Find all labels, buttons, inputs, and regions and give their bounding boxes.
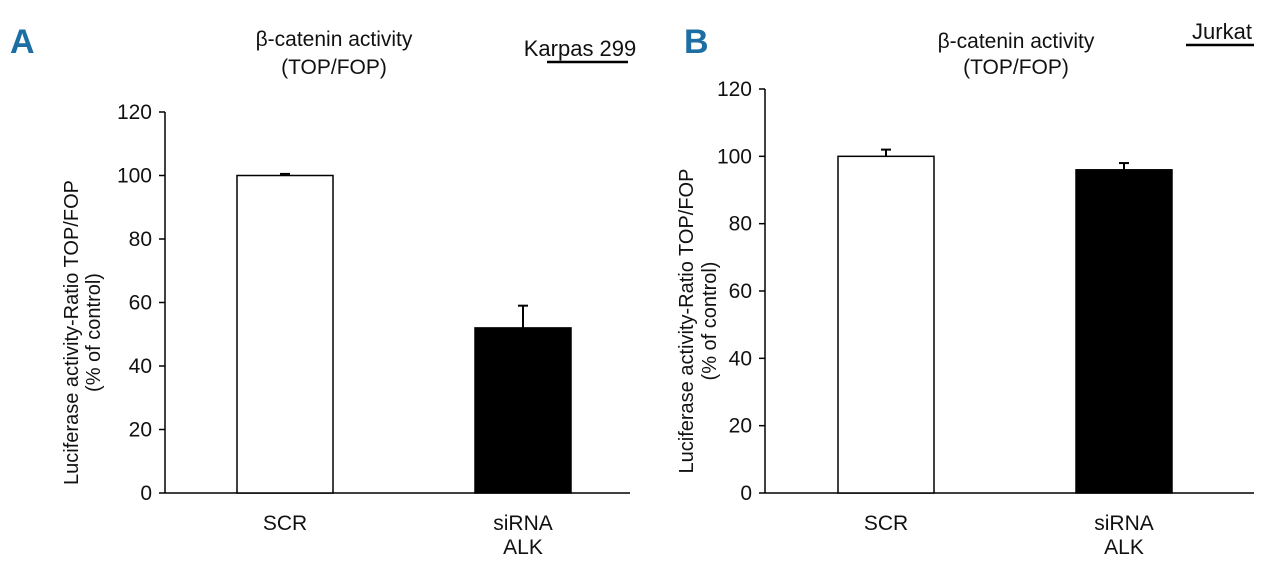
y-axis-label: (% of control) [83, 273, 105, 392]
y-tick-label: 40 [729, 347, 752, 370]
bar [1075, 169, 1173, 494]
chart-title: (TOP/FOP) [963, 56, 1069, 79]
category-label: ALK [1104, 536, 1144, 559]
chart-title: β-catenin activity [938, 30, 1095, 53]
cell-line-label: Jurkat [1192, 19, 1252, 44]
y-tick-label: 60 [129, 292, 152, 315]
category-label: SCR [263, 512, 307, 535]
y-tick-label: 0 [140, 482, 152, 505]
y-tick-label: 100 [117, 165, 152, 188]
y-tick-label: 40 [129, 355, 152, 378]
chart-title: β-catenin activity [256, 28, 413, 51]
y-tick-label: 20 [729, 415, 752, 438]
bar [474, 327, 572, 494]
panel-letter: A [10, 23, 35, 61]
y-tick-label: 120 [717, 78, 752, 101]
bar [837, 155, 935, 494]
category-label: SCR [864, 512, 908, 535]
y-tick-label: 0 [740, 482, 752, 505]
y-tick-label: 120 [117, 101, 152, 124]
category-label: ALK [503, 536, 543, 559]
bar [236, 174, 334, 494]
category-label: siRNA [1094, 512, 1154, 535]
cell-line-label: Karpas 299 [524, 36, 637, 61]
y-tick-label: 60 [729, 280, 752, 303]
y-axis-label: Luciferase activity-Ratio TOP/FOP [61, 180, 83, 485]
chart-title: (TOP/FOP) [281, 56, 387, 79]
y-tick-label: 80 [129, 228, 152, 251]
y-tick-label: 100 [717, 145, 752, 168]
y-tick-label: 80 [729, 213, 752, 236]
y-axis-label: Luciferase activity-Ratio TOP/FOP [676, 169, 698, 474]
y-tick-label: 20 [129, 419, 152, 442]
category-label: siRNA [493, 512, 553, 535]
y-axis-label: (% of control) [699, 262, 721, 381]
panel-letter: B [684, 23, 709, 61]
